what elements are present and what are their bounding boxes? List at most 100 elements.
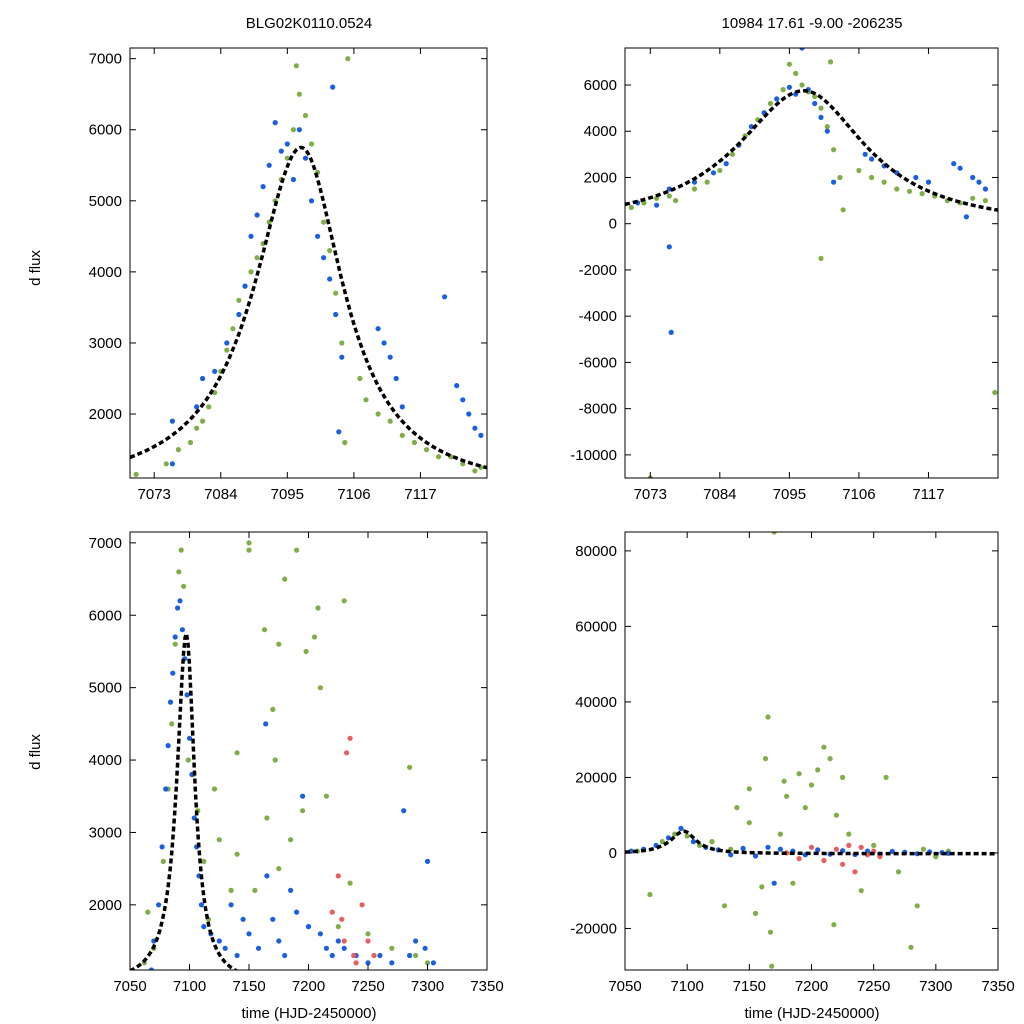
point-green	[342, 439, 348, 446]
point-blue	[172, 634, 178, 640]
points-bottom-left	[141, 540, 436, 970]
point-blue	[317, 931, 323, 937]
point-green	[919, 191, 925, 197]
x-tick-label: 7300	[919, 978, 952, 995]
point-green	[933, 854, 939, 860]
point-green	[248, 269, 254, 275]
point-green	[821, 744, 827, 750]
point-green	[883, 774, 889, 781]
point-blue	[159, 844, 165, 850]
point-green	[777, 831, 784, 837]
point-blue	[300, 793, 306, 799]
point-green	[234, 750, 240, 756]
point-green	[780, 87, 786, 93]
y-tick-label: 20000	[575, 769, 617, 786]
point-red	[339, 916, 345, 922]
point-red	[351, 952, 357, 959]
point-green	[746, 820, 752, 826]
y-tick-label: 6000	[584, 77, 617, 94]
point-blue	[442, 294, 448, 300]
point-green	[413, 952, 419, 959]
point-red	[335, 873, 341, 879]
point-green	[846, 831, 852, 837]
point-green	[163, 461, 169, 467]
point-blue	[222, 945, 228, 951]
point-blue	[212, 368, 218, 374]
point-blue	[424, 858, 431, 865]
point-green	[411, 439, 417, 446]
point-red	[821, 857, 827, 864]
point-blue	[666, 244, 672, 250]
plot-frame	[129, 531, 488, 971]
point-green	[992, 389, 998, 396]
point-green	[802, 805, 808, 811]
point-blue	[407, 952, 413, 959]
point-blue	[169, 461, 175, 467]
y-tick-label: 0	[609, 845, 617, 862]
point-green	[709, 839, 715, 845]
point-green	[357, 375, 363, 382]
point-blue	[255, 945, 262, 951]
point-green	[424, 960, 431, 966]
point-red	[840, 861, 846, 867]
point-green	[752, 910, 759, 917]
x-tick-label: 7117	[912, 486, 944, 503]
y-tick-label: 3000	[89, 335, 122, 352]
point-green	[767, 100, 774, 107]
point-green	[628, 204, 634, 211]
y-tick-label: 7000	[89, 51, 122, 68]
point-green	[375, 411, 381, 417]
point-blue	[288, 887, 294, 894]
point-blue	[200, 375, 206, 382]
point-green	[765, 714, 771, 720]
point-green	[833, 812, 840, 818]
point-green	[856, 167, 862, 174]
point-blue	[377, 952, 383, 959]
point-green	[970, 195, 976, 201]
point-blue	[668, 329, 674, 335]
point-red	[877, 854, 883, 860]
point-blue	[454, 383, 460, 389]
x-tick-label: 7350	[470, 978, 503, 995]
point-green	[827, 756, 833, 762]
point-green	[808, 782, 815, 788]
point-green	[246, 547, 252, 553]
y-tick-label: 60000	[575, 618, 617, 635]
x-tick-label: 7200	[292, 978, 325, 995]
point-blue	[278, 148, 284, 154]
point-green	[894, 186, 900, 192]
point-blue	[430, 960, 436, 966]
point-red	[852, 869, 858, 875]
model-curve	[130, 145, 487, 470]
point-blue	[330, 84, 336, 90]
point-blue	[333, 311, 339, 318]
point-green	[684, 833, 690, 839]
point-blue	[296, 127, 302, 133]
point-green	[282, 576, 288, 582]
point-green	[300, 808, 306, 814]
point-blue	[460, 397, 466, 403]
point-green	[181, 583, 187, 589]
point-green	[302, 112, 309, 119]
panel-top-left: 7073 7084 7095 7106 7117 2000 3000 4000 5000 6000…	[89, 47, 488, 503]
point-blue	[263, 721, 269, 727]
point-blue	[266, 162, 272, 168]
x-tick-label: 7150	[232, 978, 265, 995]
point-green	[840, 774, 846, 781]
y-tick-label: 0	[609, 216, 617, 233]
point-green	[341, 598, 347, 604]
point-blue	[284, 141, 290, 147]
point-blue	[889, 848, 895, 855]
point-green	[815, 767, 821, 773]
point-blue	[466, 411, 472, 417]
point-green	[659, 839, 665, 845]
point-green	[387, 418, 393, 424]
point-green	[176, 569, 182, 575]
point-blue	[290, 176, 296, 183]
point-blue	[690, 839, 697, 845]
y-tick-label: -20000	[570, 920, 617, 937]
point-blue	[177, 598, 183, 604]
point-green	[296, 91, 302, 97]
ylabel-top: d flux	[27, 250, 44, 286]
point-blue	[260, 184, 266, 190]
